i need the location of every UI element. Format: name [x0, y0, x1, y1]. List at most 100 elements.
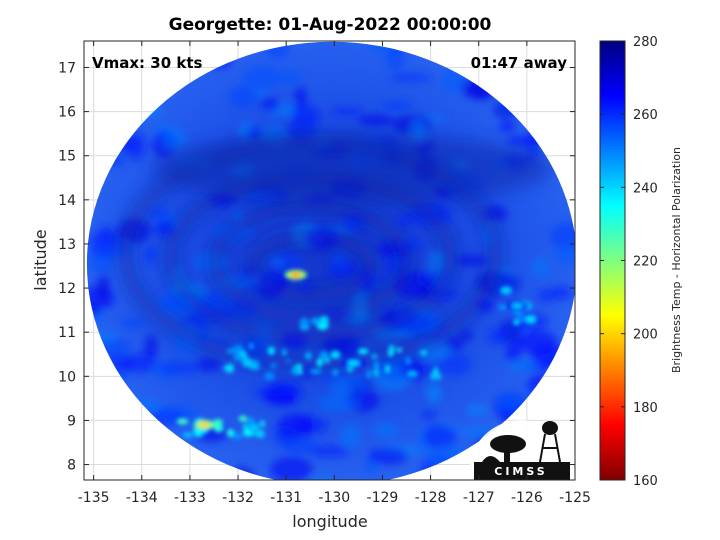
- texture-cell: [124, 132, 146, 160]
- texture-cell: [97, 155, 127, 167]
- x-tick-label: -132: [222, 490, 254, 506]
- rain-cell: [226, 429, 234, 437]
- rain-cell: [249, 364, 260, 371]
- texture-cell: [422, 424, 457, 450]
- texture-cell: [246, 126, 262, 141]
- texture-cell: [459, 330, 473, 341]
- cimss-logo: CIMSS: [470, 420, 572, 480]
- texture-cell: [416, 467, 450, 480]
- texture-cell: [505, 342, 522, 365]
- texture-cell: [86, 367, 117, 394]
- colorbar-tick-label: 240: [633, 181, 658, 196]
- plot-frame: [83, 40, 576, 481]
- texture-cell: [134, 102, 163, 119]
- texture-cell: [506, 136, 545, 146]
- texture-cell: [416, 343, 451, 361]
- rain-cell: [242, 357, 253, 368]
- texture-cell: [328, 261, 361, 280]
- colorbar-ramp: [599, 40, 626, 481]
- texture-cell: [229, 85, 258, 109]
- rain-cell: [304, 351, 312, 361]
- x-tick-label: -135: [78, 490, 110, 506]
- texture-cell: [549, 222, 575, 251]
- texture-cell: [441, 69, 467, 93]
- x-tick-label: -126: [511, 490, 543, 506]
- rain-cell: [404, 356, 412, 366]
- rain-cell: [387, 351, 394, 357]
- texture-cell: [386, 43, 405, 71]
- y-tick-label: 11: [58, 325, 76, 341]
- texture-cell: [100, 225, 113, 241]
- x-axis-label: longitude: [292, 512, 367, 531]
- texture-cell: [551, 286, 572, 300]
- rain-cell: [243, 430, 254, 437]
- texture-cell: [408, 471, 421, 480]
- colorbar-tick-label: 220: [633, 255, 658, 270]
- rain-cell: [299, 317, 310, 328]
- colorbar-tick-label: 200: [633, 328, 658, 343]
- logo-text: CIMSS: [494, 465, 547, 478]
- texture-cell: [422, 409, 436, 421]
- texture-cell: [368, 447, 409, 465]
- rainband-south: [347, 360, 360, 367]
- texture-cell: [158, 361, 202, 375]
- texture-cell: [498, 121, 516, 132]
- texture-cell: [525, 41, 551, 47]
- rainband-southwest: [198, 421, 211, 428]
- texture-cell: [86, 474, 109, 480]
- texture-cell: [196, 358, 221, 372]
- rain-cell: [264, 372, 275, 381]
- texture-cell: [381, 100, 413, 112]
- texture-cell: [269, 256, 284, 267]
- colorbar-ticks: 160 180 200 220 240 260 280: [600, 35, 658, 489]
- texture-cell: [97, 273, 110, 301]
- texture-cell: [397, 214, 412, 229]
- logo-dish-stand: [504, 444, 510, 462]
- texture-cell: [146, 87, 160, 101]
- rain-cell: [319, 315, 329, 325]
- texture-cell: [330, 107, 364, 116]
- x-tick-label: -129: [367, 490, 399, 506]
- y-tick-label: 13: [58, 237, 76, 253]
- rain-cell: [213, 419, 223, 425]
- texture-cell: [471, 41, 496, 48]
- texture-cell: [497, 71, 523, 99]
- texture-cell: [144, 334, 158, 361]
- rain-cell: [194, 430, 203, 438]
- x-tick-label: -131: [270, 490, 302, 506]
- texture-cell: [372, 422, 400, 438]
- y-axis-label: latitude: [31, 229, 50, 290]
- rain-cell: [285, 358, 291, 364]
- x-tick-label: -127: [463, 490, 495, 506]
- texture-cell: [122, 353, 157, 374]
- y-tick-label: 8: [67, 458, 76, 474]
- rainband-layer: [176, 269, 537, 440]
- texture-cell: [546, 104, 575, 116]
- texture-cell: [148, 207, 170, 219]
- colorbar-tick-label: 160: [633, 474, 658, 489]
- texture-cell: [531, 257, 550, 278]
- colorbar-tick-label: 180: [633, 401, 658, 416]
- spiral-band: [244, 231, 377, 300]
- rain-cell: [176, 418, 189, 425]
- texture-cell: [206, 52, 232, 68]
- colorbar-tick-label: 280: [633, 35, 658, 50]
- texture-cell: [282, 436, 318, 455]
- texture-cell: [97, 97, 113, 108]
- texture-cell: [537, 288, 556, 302]
- y-tick-label: 17: [58, 60, 76, 76]
- logo-tower-tank-icon: [542, 421, 558, 435]
- logo-tower-legs: [539, 433, 561, 463]
- texture-cell: [269, 456, 313, 480]
- rain-cell: [182, 432, 194, 438]
- texture-cell: [429, 249, 445, 277]
- texture-cell: [221, 476, 237, 480]
- rain-cell: [371, 353, 378, 360]
- texture-cell: [508, 361, 538, 371]
- y-tick-label: 12: [58, 281, 76, 297]
- rain-cell: [217, 425, 225, 430]
- rain-cell: [385, 364, 390, 374]
- texture-cell: [120, 398, 162, 415]
- texture-cell: [276, 69, 301, 85]
